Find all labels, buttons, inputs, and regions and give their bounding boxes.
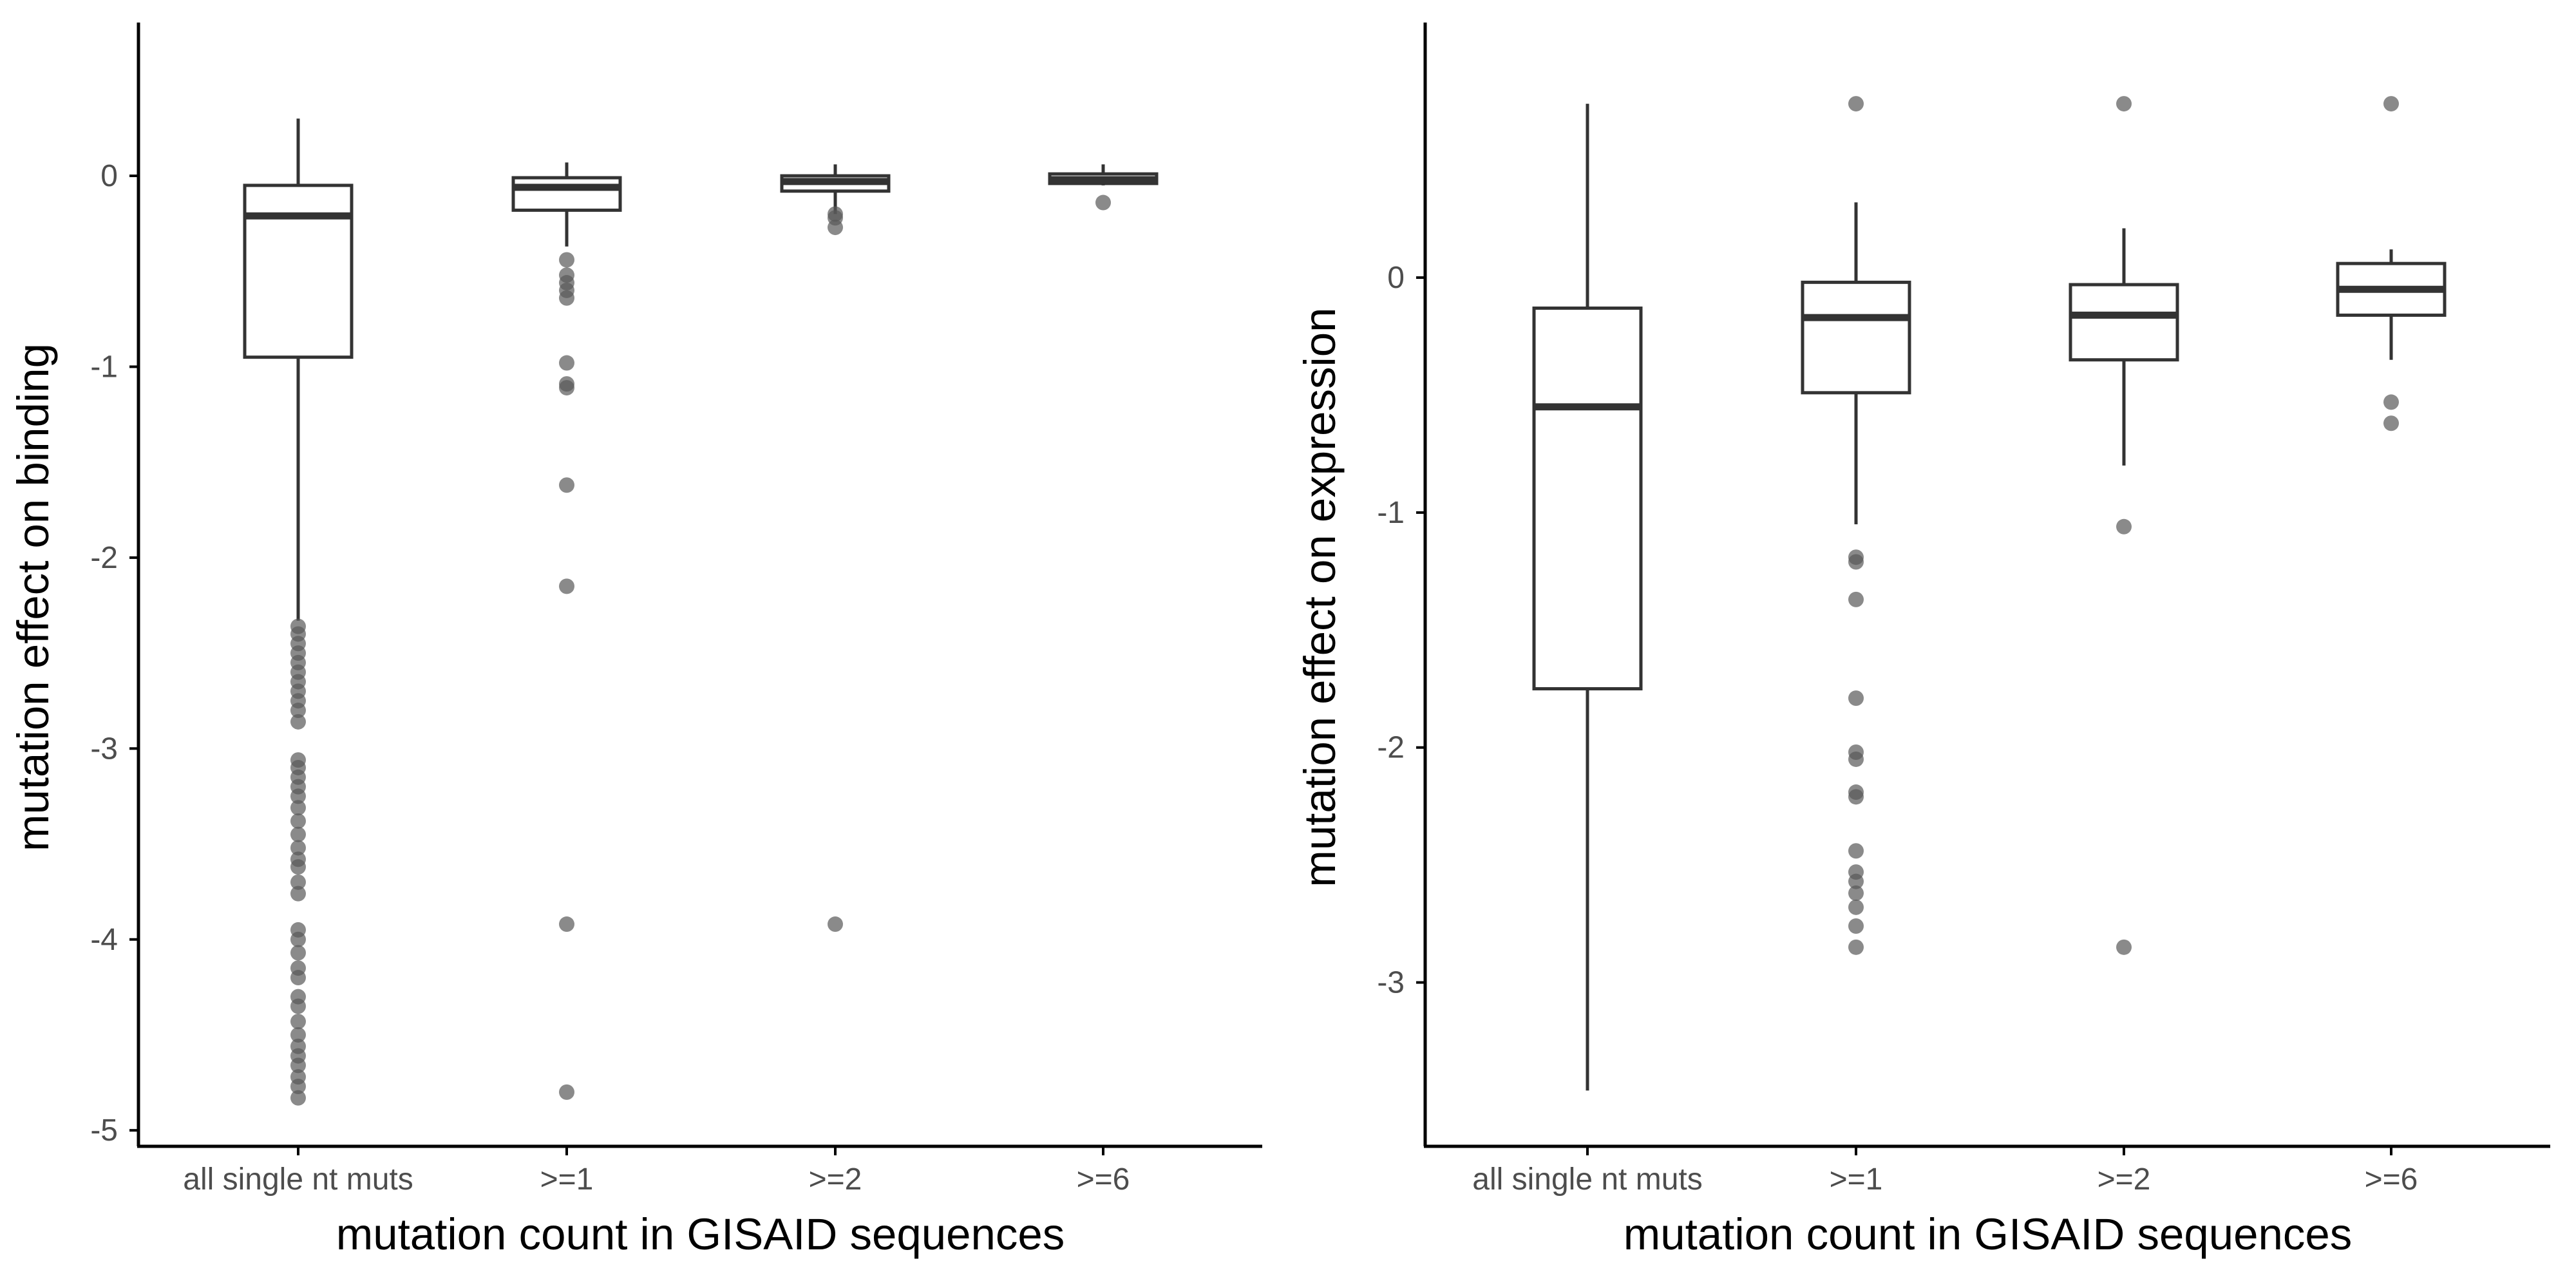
outlier-point	[1848, 843, 1864, 859]
outlier-point	[290, 714, 306, 730]
y-tick-label: -3	[90, 732, 118, 766]
outlier-point	[1848, 96, 1864, 112]
outlier-point	[1095, 194, 1111, 211]
outlier-point	[559, 290, 574, 306]
x-tick-label: all single nt muts	[1472, 1162, 1703, 1197]
x-tick-label: >=1	[540, 1162, 594, 1197]
outlier-point	[290, 840, 306, 856]
outlier-point	[290, 859, 306, 875]
outlier-point	[290, 998, 306, 1014]
outlier-point	[1848, 751, 1864, 767]
outlier-point	[290, 826, 306, 842]
x-axis-title: mutation count in GISAID sequences	[336, 1209, 1065, 1259]
outlier-point	[828, 220, 843, 236]
outlier-point	[559, 1084, 574, 1100]
box-0	[1532, 104, 1643, 1091]
box-2	[2069, 96, 2179, 955]
box-0	[243, 118, 354, 1106]
outlier-point	[290, 800, 306, 816]
outlier-point	[1848, 789, 1864, 805]
x-tick-label: >=1	[1830, 1162, 1883, 1197]
x-tick-label: >=6	[2365, 1162, 2418, 1197]
outlier-point	[1848, 690, 1864, 706]
y-tick-label: -2	[1377, 731, 1405, 765]
x-axis-title: mutation count in GISAID sequences	[1624, 1209, 2352, 1259]
outlier-point	[2383, 394, 2399, 410]
x-tick-label: >=2	[809, 1162, 862, 1197]
y-axis-title: mutation effect on expression	[1295, 307, 1345, 887]
box-1	[511, 162, 622, 1100]
outlier-point	[290, 788, 306, 804]
panel-1: 0 -1 -2 -3 -4 -5 all single nt muts >=1 >=2 >=6 mu…	[8, 23, 1262, 1259]
box-body	[511, 176, 622, 212]
outlier-point	[290, 1014, 306, 1030]
outlier-point	[559, 916, 574, 933]
outlier-point	[2383, 96, 2399, 112]
box-body	[2069, 283, 2179, 362]
panel-2: 0 -1 -2 -3 all single nt muts >=1 >=2 >=6 mutati…	[1295, 23, 2550, 1259]
y-axis-title: mutation effect on binding	[8, 343, 58, 851]
outlier-point	[559, 252, 574, 268]
outlier-point	[290, 1057, 306, 1074]
y-tick-label: -4	[90, 923, 118, 957]
outlier-point	[559, 578, 574, 594]
outlier-point	[290, 1027, 306, 1043]
outlier-point	[290, 703, 306, 719]
outlier-point	[2383, 415, 2399, 431]
x-tick-label: >=2	[2098, 1162, 2151, 1197]
box-body	[1801, 280, 1911, 395]
outlier-point	[828, 916, 843, 933]
y-tick-label: 0	[100, 159, 118, 193]
outlier-point	[1848, 591, 1864, 607]
outlier-point	[559, 477, 574, 493]
outlier-point	[559, 380, 574, 396]
outlier-point	[290, 1090, 306, 1106]
box-1	[1801, 96, 1911, 955]
box-3	[2336, 96, 2447, 431]
box-body	[1532, 306, 1643, 691]
y-tick-label: -1	[90, 350, 118, 384]
outlier-point	[290, 945, 306, 961]
y-tick-label: -2	[90, 541, 118, 575]
box-body	[243, 184, 354, 359]
x-tick-label: >=6	[1077, 1162, 1130, 1197]
outlier-point	[1848, 873, 1864, 889]
outlier-point	[1848, 885, 1864, 901]
outlier-point	[1848, 899, 1864, 915]
outlier-point	[290, 874, 306, 890]
box-3	[1048, 164, 1159, 211]
outlier-point	[2116, 518, 2132, 535]
outlier-point	[559, 355, 574, 371]
outlier-point	[1848, 939, 1864, 955]
y-tick-label: -1	[1377, 496, 1405, 530]
x-tick-label: all single nt muts	[183, 1162, 413, 1197]
outlier-point	[290, 931, 306, 947]
y-tick-label: -5	[90, 1113, 118, 1148]
outlier-point	[290, 970, 306, 986]
outlier-point	[2116, 939, 2132, 955]
y-tick-label: 0	[1387, 261, 1405, 295]
box-2	[780, 164, 891, 933]
outlier-point	[1848, 554, 1864, 570]
y-tick-label: -3	[1377, 966, 1405, 1000]
outlier-point	[2116, 96, 2132, 112]
outlier-point	[290, 886, 306, 902]
outlier-point	[1848, 918, 1864, 934]
outlier-point	[290, 813, 306, 829]
outlier-point	[290, 1079, 306, 1094]
